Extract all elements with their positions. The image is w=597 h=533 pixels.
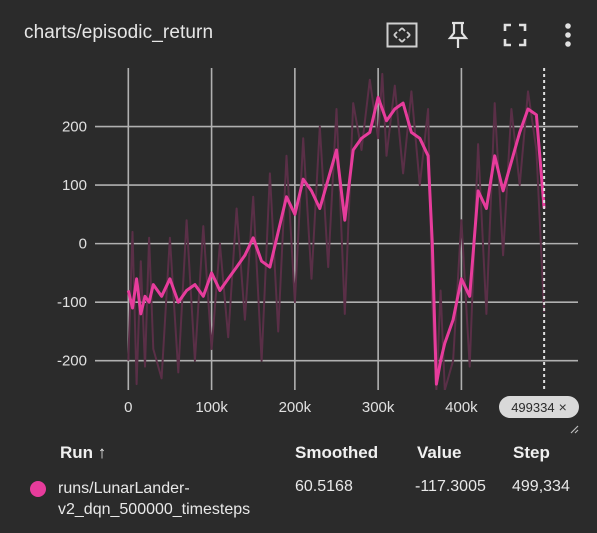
column-header-step[interactable]: Step [513,443,550,462]
y-tick-label: -100 [57,294,87,311]
x-tick-label: 200k [279,399,312,416]
series-line-smoothed [126,95,546,386]
x-tick-label: 100k [195,399,228,416]
x-tick-label: 300k [362,399,395,416]
resize-handle-icon[interactable] [569,424,579,434]
card-toolbar [385,18,585,52]
card-title: charts/episodic_return [24,22,214,43]
run-color-dot [30,481,46,497]
cursor-step-label: 499334 [511,399,555,415]
series-line-raw [127,72,546,390]
column-header-value[interactable]: Value [417,443,462,462]
table-header: Run ↑ Smoothed Value Step [0,440,597,466]
close-icon[interactable]: × [558,399,567,415]
pin-icon[interactable] [441,18,475,52]
cursor-step-chip[interactable]: 499334 × [499,396,579,418]
y-tick-label: 100 [62,177,87,194]
column-header-run[interactable]: Run ↑ [60,443,107,462]
y-tick-label: 0 [79,236,87,253]
y-tick-label: 200 [62,119,87,136]
x-tick-label: 0 [124,399,132,416]
raw-value: -117.3005 [415,478,486,495]
column-header-smoothed[interactable]: Smoothed [295,443,379,462]
run-name: runs/LunarLander-v2_dqn_500000_timesteps [58,480,251,518]
line-chart[interactable]: 0 100k 200k 300k 400k -200 -100 0 100 200 [0,60,597,440]
smoothed-value: 60.5168 [295,478,353,495]
more-vert-icon[interactable] [551,18,585,52]
chart-svg[interactable]: 0 100k 200k 300k 400k -200 -100 0 100 200 [0,60,597,440]
table-row: runs/LunarLander-v2_dqn_500000_timesteps… [0,476,597,524]
fullscreen-icon[interactable] [498,18,532,52]
step-value: 499,334 [512,478,570,495]
y-tick-label: -200 [57,353,87,370]
x-tick-label: 400k [445,399,478,416]
fit-domain-icon[interactable] [385,18,419,52]
